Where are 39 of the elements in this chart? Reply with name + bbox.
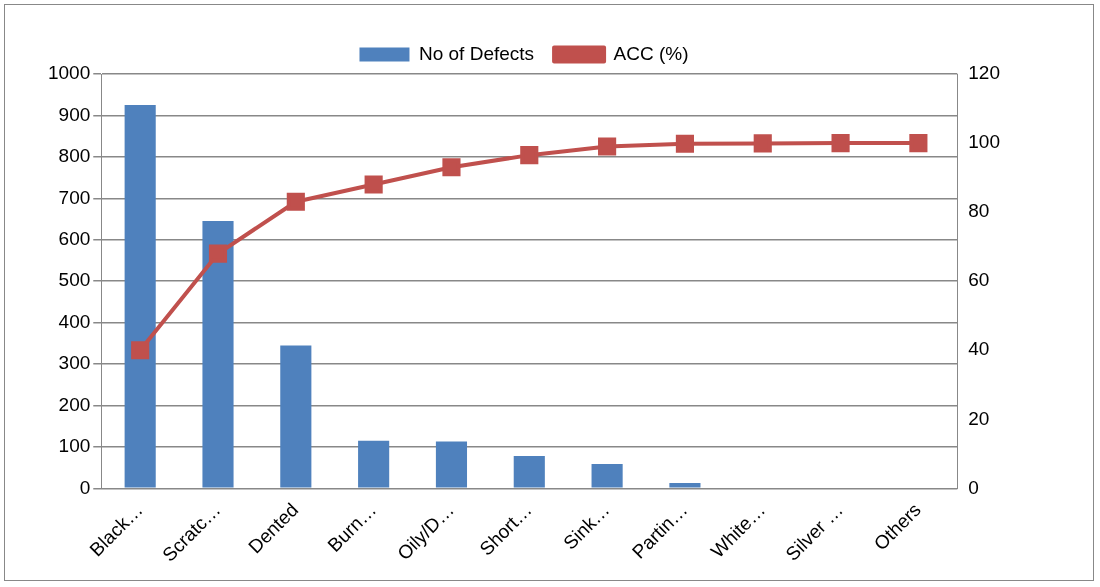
point <box>598 137 617 156</box>
point <box>364 175 383 194</box>
bar <box>124 105 156 488</box>
point <box>753 134 772 153</box>
y-tick-label: 500 <box>58 269 91 291</box>
y-tick-label: 200 <box>58 393 91 415</box>
bar <box>513 456 545 488</box>
y2-tick-label: 100 <box>968 131 1000 153</box>
y2-tick-label: 20 <box>968 407 990 429</box>
bar <box>669 482 701 488</box>
y-tick-label: 900 <box>58 103 91 125</box>
point <box>675 134 694 153</box>
point <box>831 133 850 153</box>
y2-tick-label: 80 <box>968 200 990 222</box>
y2-tick-label: 0 <box>968 476 979 498</box>
bar <box>202 221 234 488</box>
bar <box>280 345 312 488</box>
point <box>442 158 461 177</box>
point <box>286 192 305 211</box>
y-tick-label: 400 <box>58 310 91 332</box>
y2-tick-label: 60 <box>968 269 990 291</box>
y-tick-label: 700 <box>58 186 91 208</box>
point <box>208 244 228 263</box>
y2-tick-label: 120 <box>968 62 1000 84</box>
legend-label: ACC (%) <box>613 42 689 64</box>
y-tick-label: 100 <box>58 435 91 457</box>
y-tick-label: 1000 <box>47 62 91 84</box>
point <box>909 133 928 153</box>
y2-tick-label: 40 <box>968 338 990 360</box>
bar <box>358 440 390 488</box>
point <box>520 146 539 165</box>
y-tick-label: 300 <box>58 352 91 374</box>
legend-label: No of Defects <box>418 42 535 64</box>
y-tick-label: 800 <box>58 145 91 167</box>
y-tick-label: 600 <box>58 227 91 249</box>
y-tick-label: 0 <box>79 476 91 498</box>
point <box>131 341 150 360</box>
bar <box>435 441 468 488</box>
bar <box>591 463 623 488</box>
